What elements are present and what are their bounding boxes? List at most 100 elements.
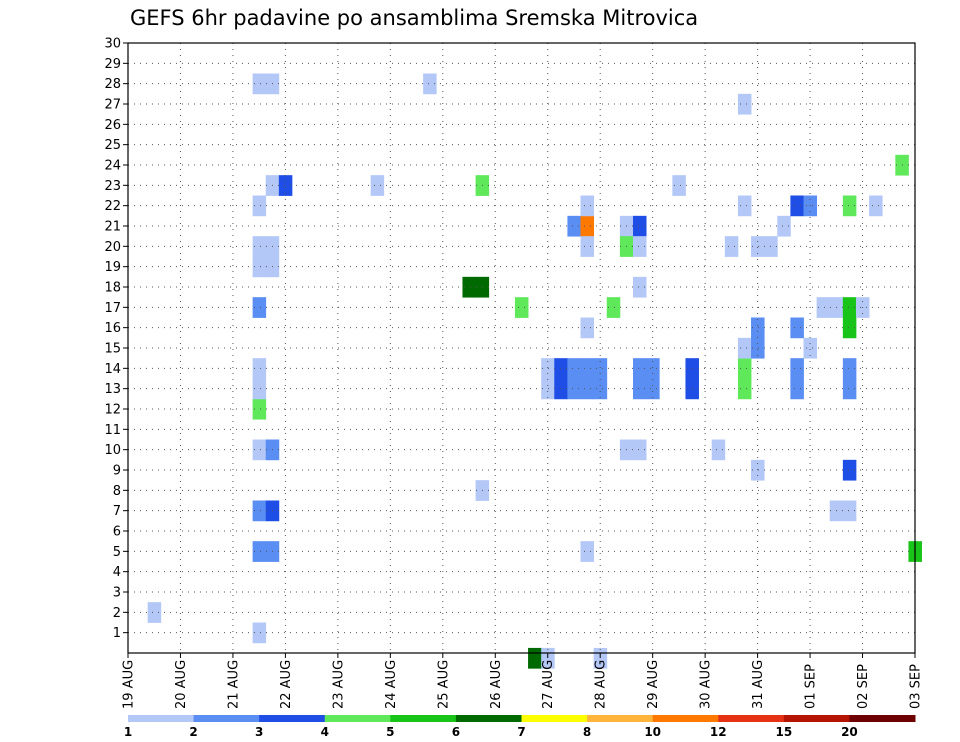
x-tick-label: 26 AUG (489, 660, 504, 709)
precip-cell (252, 439, 267, 461)
y-tick-label: 30 (104, 37, 121, 52)
precip-cell (252, 358, 267, 379)
x-tick-label: 29 AUG (646, 660, 661, 709)
precip-cell (790, 195, 804, 217)
colorbar-swatch (193, 715, 260, 722)
precip-cell (737, 358, 752, 379)
precip-cell (278, 175, 293, 196)
precip-cell (842, 195, 857, 217)
y-tick-label: 2 (113, 606, 121, 621)
precip-cell (632, 276, 647, 298)
precip-cell (842, 297, 857, 318)
x-tick-label: 27 AUG (541, 660, 556, 709)
precip-cell (790, 317, 804, 339)
chart-title: GEFS 6hr padavine po ansamblima Sremska … (130, 6, 698, 30)
precip-cell (724, 236, 739, 257)
colorbar-swatch (783, 715, 850, 722)
colorbar-swatch (587, 715, 654, 722)
precip-cell (751, 337, 765, 359)
y-tick-label: 28 (104, 77, 121, 92)
x-tick-label: 22 AUG (279, 660, 294, 709)
precip-cell (462, 276, 476, 298)
y-tick-label: 1 (113, 626, 121, 641)
colorbar-tick-label: 15 (775, 725, 792, 739)
precip-cell (580, 541, 595, 562)
precip-cell (711, 439, 726, 461)
x-tick-label: 02 SEP (856, 664, 871, 709)
precip-cell (147, 602, 162, 623)
colorbar-tick-label: 1 (124, 725, 132, 739)
precip-cell (737, 337, 752, 359)
y-tick-label: 14 (104, 362, 121, 377)
precip-cell (252, 541, 267, 562)
x-tick-label: 19 AUG (122, 660, 137, 709)
y-axis: 1234567891011121314151617181920212223242… (104, 37, 128, 641)
y-tick-label: 18 (104, 281, 121, 296)
precip-cell (803, 337, 818, 359)
cells-layer (147, 73, 922, 669)
precip-cell (567, 378, 581, 400)
colorbar-tick-label: 2 (189, 725, 197, 739)
colorbar-tick-label: 6 (452, 725, 460, 739)
colorbar-tick-label: 7 (517, 725, 525, 739)
precip-cell (580, 195, 595, 217)
precip-cell (672, 175, 686, 196)
precip-cell (632, 378, 647, 400)
precip-cell (751, 459, 765, 481)
x-tick-label: 03 SEP (909, 664, 924, 709)
precip-cell (790, 358, 804, 379)
precip-cell (252, 73, 267, 95)
precip-cell (252, 378, 267, 400)
y-tick-label: 17 (104, 301, 121, 316)
y-tick-label: 4 (113, 565, 121, 580)
y-tick-label: 24 (104, 159, 121, 174)
precip-cell (580, 317, 595, 339)
colorbar: 1 2 3 4 5 6 7 8 10 12 15 20 (124, 715, 916, 739)
precip-cell (580, 358, 595, 379)
precip-cell (541, 358, 555, 379)
y-tick-label: 13 (104, 382, 121, 397)
y-tick-label: 6 (113, 525, 121, 540)
precip-cell (593, 378, 608, 400)
y-tick-label: 22 (104, 199, 121, 214)
colorbar-swatch (521, 715, 588, 722)
precip-cell (632, 236, 647, 257)
colorbar-swatch (259, 715, 326, 722)
colorbar-swatch (718, 715, 785, 722)
precip-cell (593, 358, 608, 379)
y-tick-label: 11 (104, 423, 121, 438)
precip-cell (737, 378, 752, 400)
precip-cell (737, 195, 752, 217)
precip-cell (252, 195, 267, 217)
grid-layer (128, 43, 915, 653)
y-tick-label: 21 (104, 220, 121, 235)
colorbar-swatch (390, 715, 457, 722)
precip-cell (646, 358, 660, 379)
y-tick-label: 3 (113, 586, 121, 601)
precip-cell (514, 297, 529, 318)
precip-cell (252, 297, 267, 318)
x-tick-label: 24 AUG (384, 660, 399, 709)
plot-frame (127, 42, 916, 654)
y-tick-label: 7 (113, 504, 121, 519)
y-tick-label: 20 (104, 240, 121, 255)
precip-cell (541, 378, 555, 400)
y-tick-label: 9 (113, 464, 121, 479)
precip-cell (554, 378, 568, 400)
precip-cell (580, 215, 595, 237)
precip-cell (632, 215, 647, 237)
precip-cell (816, 297, 831, 318)
precip-cell (528, 647, 542, 669)
precip-cell (632, 358, 647, 379)
y-tick-label: 26 (104, 118, 121, 133)
precip-cell (252, 622, 267, 644)
precip-cell (252, 398, 267, 420)
precip-cell (842, 358, 857, 379)
y-tick-label: 23 (104, 179, 121, 194)
x-tick-label: 30 AUG (699, 660, 714, 709)
precip-cell (751, 317, 765, 339)
precip-cell (252, 256, 267, 278)
colorbar-tick-label: 4 (321, 725, 329, 739)
precip-cell (252, 500, 267, 522)
